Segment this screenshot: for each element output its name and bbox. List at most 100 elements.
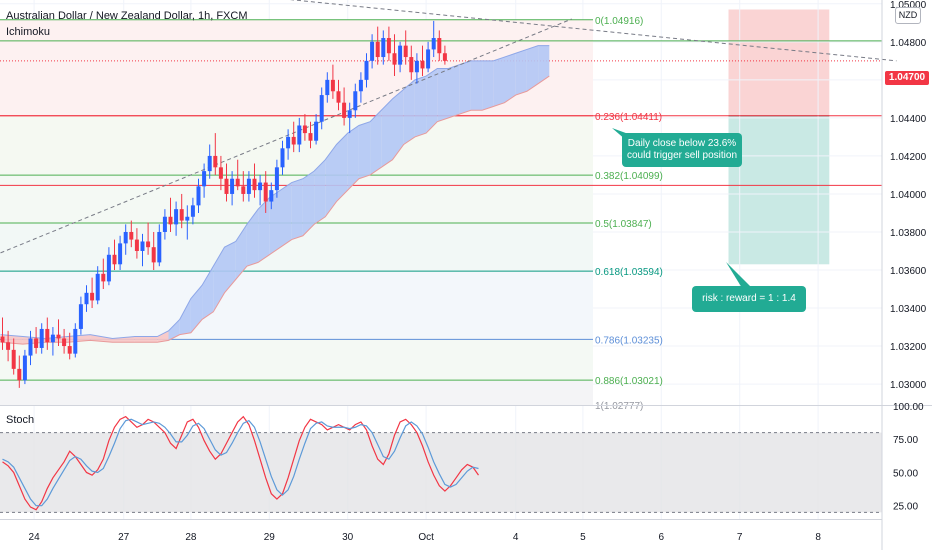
- candle-body: [426, 49, 431, 69]
- candle-body: [280, 148, 285, 168]
- candle-body: [342, 102, 347, 118]
- candle: [73, 323, 78, 358]
- cloud-segment: [358, 121, 371, 179]
- candle-body: [28, 338, 33, 356]
- candle: [168, 197, 173, 232]
- cloud-segment: [157, 330, 169, 343]
- cloud-segment: [347, 125, 359, 191]
- candle: [101, 258, 106, 290]
- candle-body: [17, 368, 22, 381]
- candle-body: [398, 45, 403, 65]
- price-tick-label: 1.03400: [890, 304, 927, 315]
- candle-body: [179, 209, 184, 221]
- candle-body: [241, 186, 246, 194]
- currency-badge[interactable]: NZD: [895, 7, 921, 24]
- stoch-band: [0, 432, 882, 513]
- candle-body: [140, 241, 145, 251]
- candle: [258, 174, 263, 206]
- candle-body: [319, 95, 324, 122]
- candle-body: [162, 216, 167, 232]
- candle: [218, 155, 223, 191]
- fib-label: 0.236(1.04411): [595, 112, 662, 123]
- candle: [151, 231, 156, 270]
- risk-reward-callout[interactable]: risk : reward = 1 : 1.4: [692, 286, 806, 312]
- fib-label: 0(1.04916): [595, 16, 643, 27]
- stop-loss-zone: [728, 9, 830, 116]
- price-tick-label: 1.04400: [890, 114, 927, 125]
- candle: [62, 328, 67, 354]
- risk-reward-text: risk : reward = 1 : 1.4: [702, 293, 796, 304]
- candle-body: [235, 178, 240, 187]
- candle: [179, 193, 184, 229]
- cloud-segment: [112, 336, 135, 343]
- price-tick-label: 1.03000: [890, 380, 927, 391]
- price-tick-label: 1.03600: [890, 266, 927, 277]
- time-tick-label: 28: [185, 532, 197, 543]
- cloud-segment: [269, 190, 281, 255]
- candle: [269, 182, 274, 210]
- price-tick-label: 1.03200: [890, 342, 927, 353]
- stoch-pane-label[interactable]: Stoch: [6, 414, 35, 426]
- cloud-segment: [459, 60, 471, 115]
- candle-body: [246, 178, 251, 194]
- senkou-span-b: [0, 75, 550, 345]
- candle-body: [224, 178, 229, 194]
- price-tick-label: 1.04200: [890, 152, 927, 163]
- cloud-segment: [224, 241, 236, 293]
- candle-body: [381, 38, 386, 58]
- candle: [235, 159, 240, 191]
- candle: [22, 349, 27, 385]
- candle: [90, 277, 95, 309]
- cloud-segment: [213, 247, 225, 312]
- candle: [358, 72, 363, 103]
- candle-body: [336, 91, 341, 103]
- time-tick-label: 7: [737, 532, 743, 543]
- candle: [0, 317, 5, 350]
- candle-body: [146, 241, 151, 248]
- daily-close-callout[interactable]: Daily close below 23.6% could trigger se…: [622, 133, 742, 167]
- last-price-tag: 1.04700: [885, 71, 929, 85]
- candle: [230, 171, 235, 206]
- candle: [392, 34, 397, 77]
- candle-body: [302, 125, 307, 134]
- candle: [185, 205, 190, 240]
- symbol-title[interactable]: Australian Dollar / New Zealand Dollar, …: [6, 10, 248, 22]
- cloud-segment: [134, 336, 158, 343]
- candle: [274, 159, 279, 198]
- candlestick-series: [0, 20, 447, 388]
- candle-body: [196, 186, 201, 206]
- candle: [297, 117, 302, 153]
- candle-body: [22, 355, 27, 381]
- candle-body: [330, 79, 335, 92]
- price-tick-label: 1.05000: [890, 0, 927, 11]
- candle: [370, 34, 375, 69]
- candle: [17, 355, 22, 388]
- candle-body: [106, 254, 111, 282]
- candle: [403, 30, 408, 65]
- candle-body: [6, 342, 11, 350]
- price-tick-label: 1.04000: [890, 190, 927, 201]
- candle-body: [308, 133, 313, 141]
- candle: [252, 163, 257, 198]
- candle: [246, 171, 251, 202]
- fibonacci-retracement: 0(1.04916) 0.236(1.04411) 0.382(1.04099) 0.…: [0, 16, 882, 412]
- time-tick-label: 27: [118, 532, 130, 543]
- candle-body: [190, 205, 195, 217]
- cloud-segment: [470, 60, 483, 111]
- candle: [202, 163, 207, 198]
- stoch-tick-label: 50.00: [893, 468, 918, 479]
- chart-header: Australian Dollar / New Zealand Dollar, …: [6, 8, 247, 40]
- stoch-tick-label: 100.00: [893, 402, 924, 413]
- ichimoku-cloud: [0, 45, 550, 345]
- candle: [437, 30, 442, 61]
- candle-body: [370, 41, 375, 61]
- candle: [375, 26, 380, 65]
- candle: [414, 53, 419, 84]
- fib-label: 1(1.02777): [595, 401, 643, 412]
- indicator-label[interactable]: Ichimoku: [6, 26, 51, 38]
- candle-body: [34, 338, 39, 348]
- cloud-segment: [437, 68, 449, 122]
- fib-label: 0.5(1.03847): [595, 219, 652, 230]
